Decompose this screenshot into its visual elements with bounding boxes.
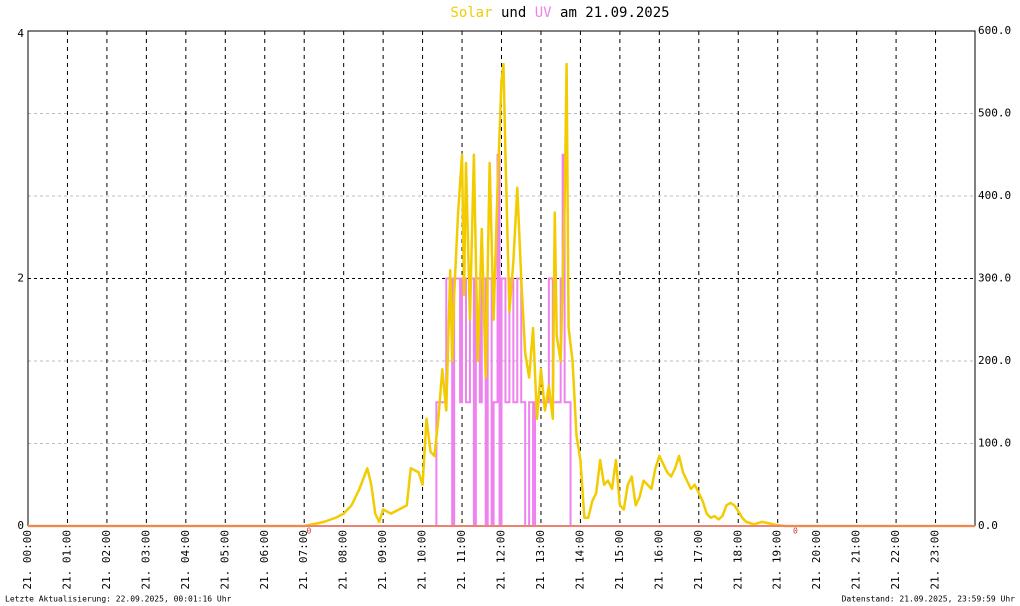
x-tick-label: 21. 13:00 <box>534 530 547 590</box>
y2-tick-label: 0.0 <box>978 519 998 532</box>
x-tick-label: 21. 20:00 <box>810 530 823 590</box>
x-tick-label: 21. 11:00 <box>455 530 468 590</box>
x-tick-label: 21. 19:00 <box>771 530 784 590</box>
x-tick-label: 21. 09:00 <box>376 530 389 590</box>
x-tick-label: 21. 00:00 <box>21 530 34 590</box>
x-tick-label: 21. 14:00 <box>573 530 586 590</box>
x-tick-label: 21. 07:00 <box>297 530 310 590</box>
annotation: 0 <box>793 527 798 536</box>
x-tick-label: 21. 22:00 <box>889 530 902 590</box>
x-tick-label: 21. 18:00 <box>731 530 744 590</box>
x-tick-label: 21. 01:00 <box>60 530 73 590</box>
x-tick-label: 21. 10:00 <box>416 530 429 590</box>
x-tick-label: 21. 05:00 <box>218 530 231 590</box>
x-tick-label: 21. 04:00 <box>179 530 192 590</box>
annotation: 0 <box>307 527 312 536</box>
title-date: am 21.09.2025 <box>560 5 670 21</box>
x-tick-label: 21. 21:00 <box>850 530 863 590</box>
footer-right: Datenstand: 21.09.2025, 23:59:59 Uhr <box>842 595 1016 604</box>
chart-title: Solar und UV am 21.09.2025 <box>450 5 669 21</box>
y2-tick-label: 400.0 <box>978 189 1011 202</box>
title-und: und <box>501 5 526 21</box>
y-tick-label: 0 <box>17 519 24 532</box>
title-solar: Solar <box>450 5 492 21</box>
y2-tick-label: 600.0 <box>978 24 1011 37</box>
y-tick-label: 2 <box>17 272 24 285</box>
x-tick-label: 21. 15:00 <box>613 530 626 590</box>
x-tick-label: 21. 08:00 <box>337 530 350 590</box>
x-tick-label: 21. 06:00 <box>258 530 271 590</box>
y-tick-label: 4 <box>17 27 24 40</box>
y2-tick-label: 300.0 <box>978 272 1011 285</box>
footer-left: Letzte Aktualisierung: 22.09.2025, 00:01… <box>5 595 232 604</box>
plot-frame <box>27 30 976 526</box>
x-tick-label: 21. 23:00 <box>929 530 942 590</box>
y2-tick-label: 200.0 <box>978 354 1011 367</box>
y2-tick-label: 100.0 <box>978 437 1011 450</box>
x-tick-label: 21. 17:00 <box>692 530 705 590</box>
x-tick-label: 21. 03:00 <box>139 530 152 590</box>
solar-line <box>28 62 975 528</box>
title-uv: UV <box>535 5 552 21</box>
x-tick-label: 21. 16:00 <box>652 530 665 590</box>
x-tick-label: 21. 12:00 <box>495 530 508 590</box>
y2-tick-label: 500.0 <box>978 107 1011 120</box>
x-tick-label: 21. 02:00 <box>100 530 113 590</box>
